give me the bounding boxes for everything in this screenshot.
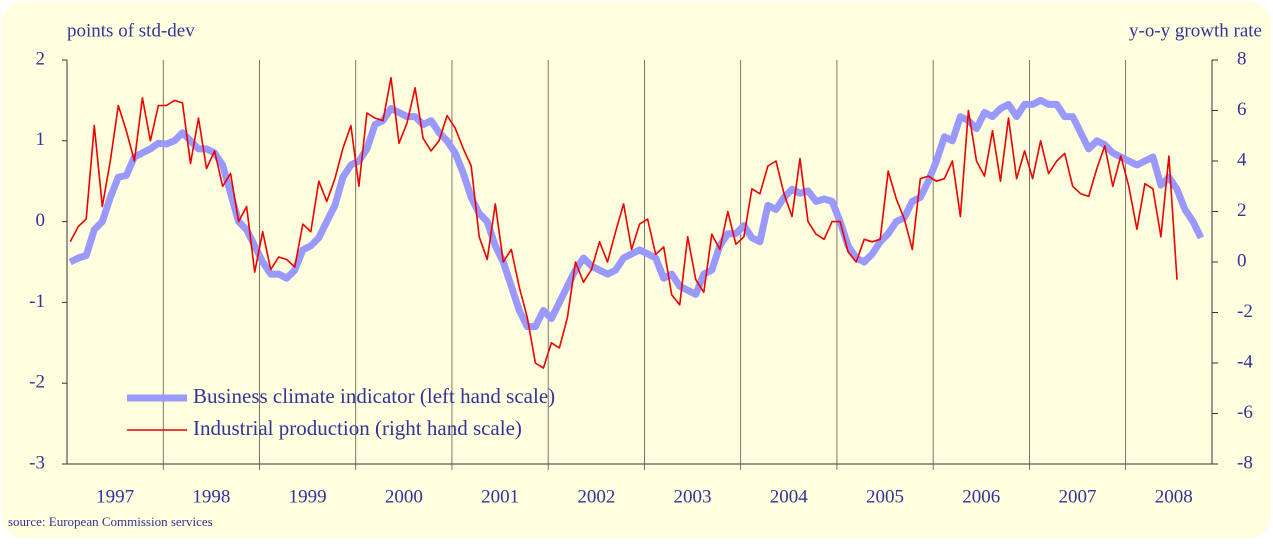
left-axis-label: points of std-dev [67, 20, 195, 41]
x-tick-label: 2008 [1155, 486, 1193, 507]
x-tick-label: 2005 [866, 486, 904, 507]
y2-tick-label: 8 [1237, 48, 1247, 69]
legend-label: Industrial production (right hand scale) [193, 416, 522, 440]
y2-tick-label: -2 [1237, 301, 1253, 322]
y-tick-label: 2 [36, 48, 46, 69]
x-tick-label: 1998 [192, 486, 230, 507]
x-tick-label: 1997 [96, 486, 134, 507]
x-tick-label: 2006 [962, 486, 1000, 507]
source: source: European Commission services [8, 514, 213, 529]
y2-tick-label: -8 [1237, 452, 1253, 473]
y2-tick-label: -6 [1237, 402, 1253, 423]
y2-tick-label: 0 [1237, 250, 1247, 271]
y-tick-label: 1 [36, 129, 46, 150]
y-tick-label: -2 [29, 372, 45, 393]
x-tick-label: 1999 [289, 486, 327, 507]
y2-tick-label: 6 [1237, 99, 1247, 120]
y-tick-label: -1 [29, 291, 45, 312]
series-line [69, 76, 1178, 369]
legend-label: Business climate indicator (left hand sc… [193, 384, 555, 408]
y2-tick-label: 4 [1237, 149, 1247, 170]
x-tick-label: 2004 [770, 486, 809, 507]
y2-tick-label: 2 [1237, 200, 1247, 221]
x-tick-label: 2000 [385, 486, 423, 507]
x-tick-label: 2001 [481, 486, 519, 507]
y-tick-label: -3 [29, 452, 45, 473]
right-axis-label: y-o-y growth rate [1129, 20, 1262, 41]
y2-tick-label: -4 [1237, 351, 1253, 372]
y-tick-label: 0 [36, 210, 46, 231]
x-tick-label: 2007 [1059, 486, 1097, 507]
x-tick-label: 2003 [674, 486, 712, 507]
x-tick-label: 2002 [577, 486, 615, 507]
